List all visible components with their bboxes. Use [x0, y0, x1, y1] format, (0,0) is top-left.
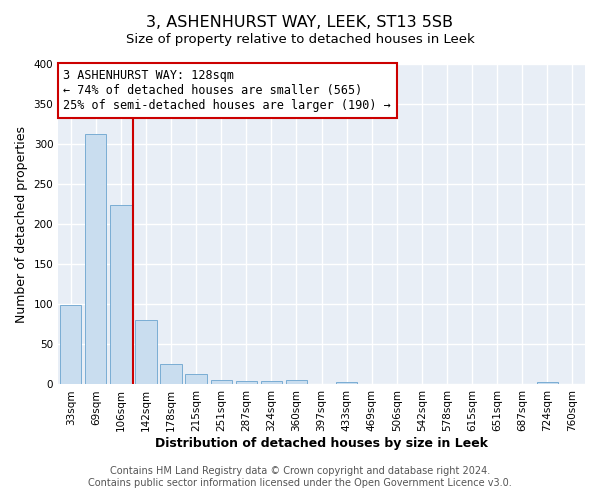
Text: Contains HM Land Registry data © Crown copyright and database right 2024.
Contai: Contains HM Land Registry data © Crown c…: [88, 466, 512, 487]
Bar: [261, 382, 282, 384]
Bar: [85, 134, 106, 384]
Bar: [160, 364, 182, 384]
Bar: [110, 205, 131, 384]
Bar: [336, 382, 358, 384]
Text: 3, ASHENHURST WAY, LEEK, ST13 5SB: 3, ASHENHURST WAY, LEEK, ST13 5SB: [146, 15, 454, 30]
Bar: [185, 374, 207, 384]
Y-axis label: Number of detached properties: Number of detached properties: [15, 126, 28, 322]
Bar: [286, 380, 307, 384]
Bar: [211, 380, 232, 384]
Bar: [537, 382, 558, 384]
Text: Size of property relative to detached houses in Leek: Size of property relative to detached ho…: [125, 32, 475, 46]
Bar: [136, 320, 157, 384]
Bar: [236, 382, 257, 384]
X-axis label: Distribution of detached houses by size in Leek: Distribution of detached houses by size …: [155, 437, 488, 450]
Text: 3 ASHENHURST WAY: 128sqm
← 74% of detached houses are smaller (565)
25% of semi-: 3 ASHENHURST WAY: 128sqm ← 74% of detach…: [64, 69, 391, 112]
Bar: [60, 305, 82, 384]
